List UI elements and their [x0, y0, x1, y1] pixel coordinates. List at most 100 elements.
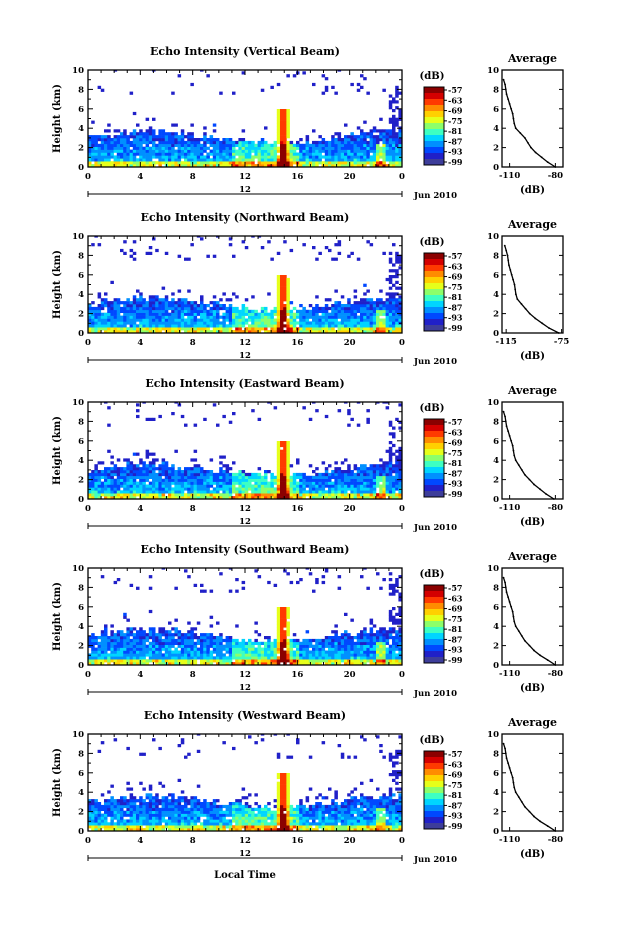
profile-y-tick-label: 6: [493, 271, 499, 281]
profile-point: [513, 620, 516, 623]
profile-x-tick-label: -110: [499, 171, 520, 181]
x-tick-label: 12: [239, 504, 251, 514]
panel-title: Echo Intensity (Northward Beam): [141, 211, 350, 224]
profile-point: [511, 112, 514, 115]
colorbar-swatch: [424, 811, 444, 818]
colorbar-swatch: [424, 609, 444, 616]
colorbar-swatch: [424, 633, 444, 640]
profile-point: [519, 132, 522, 134]
colorbar-swatch: [424, 627, 444, 634]
colorbar-swatch: [424, 461, 444, 468]
profile-x-tick-label: -110: [499, 669, 520, 679]
colorbar-swatch: [424, 467, 444, 474]
x-axis-label: Local Time: [214, 870, 276, 881]
profile-y-tick-label: 8: [493, 583, 499, 593]
colorbar-frame: [423, 86, 445, 166]
profile-point: [517, 796, 520, 798]
profile-title: Average: [507, 52, 557, 65]
y-tick-label: 6: [78, 769, 84, 779]
colorbar-tick-label: -99: [448, 821, 463, 831]
profile-point: [513, 786, 516, 789]
y-tick-label: 10: [72, 564, 84, 574]
x-tick-label: 20: [344, 670, 356, 680]
colorbar-tick-label: -75: [448, 282, 462, 292]
colorbar-swatch: [424, 775, 444, 782]
profile-y-tick-label: 0: [493, 661, 499, 671]
colorbar-swatch: [424, 319, 444, 326]
colorbar-tick-label: -57: [448, 251, 462, 261]
colorbar-swatch: [424, 597, 444, 604]
heatmap-cells: [88, 568, 402, 665]
colorbar-tick-label: -81: [448, 458, 462, 468]
x-tick-label: 20: [344, 836, 356, 846]
profile-point: [512, 278, 514, 281]
x-tick-label: 8: [190, 338, 196, 348]
profile-point: [540, 156, 543, 159]
profile-point: [508, 767, 511, 769]
colorbar-swatch: [424, 781, 444, 788]
colorbar-swatch: [424, 277, 444, 284]
profile-line: [502, 577, 556, 666]
profile-point: [510, 273, 513, 276]
colorbar-swatch: [424, 87, 444, 94]
profile-point: [524, 307, 527, 310]
colorbar-tick-label: -75: [448, 614, 462, 624]
colorbar-swatch: [424, 325, 444, 332]
y-tick-label: 6: [78, 271, 84, 281]
colorbar-swatch: [424, 787, 444, 794]
profile-x-tick-label: -110: [499, 835, 520, 845]
y-axis-label: Height (km): [52, 416, 63, 485]
y-tick-label: 0: [78, 163, 84, 173]
colorbar-swatch: [424, 313, 444, 320]
profile-point: [514, 625, 517, 628]
colorbar-swatch: [424, 135, 444, 142]
x-tick-label: 0: [85, 504, 91, 514]
colorbar-tick-label: -63: [448, 427, 463, 437]
x-tick-label: 0: [399, 338, 405, 348]
panel-title: Echo Intensity (Southward Beam): [141, 543, 350, 556]
profile-y-tick-label: 0: [493, 163, 499, 173]
colorbar-frame: [423, 252, 445, 332]
x-tick-label: 4: [137, 172, 143, 182]
x-tick-label: 8: [190, 504, 196, 514]
y-tick-label: 2: [78, 808, 84, 818]
colorbar-swatch: [424, 253, 444, 260]
profile-point: [504, 420, 507, 423]
profile-y-tick-label: 6: [493, 603, 499, 613]
colorbar-tick-label: -63: [448, 261, 463, 271]
profile-point: [508, 435, 511, 437]
profile-point: [534, 151, 537, 154]
panel-title: Echo Intensity (Vertical Beam): [150, 45, 340, 58]
colorbar-tick-label: -87: [448, 302, 462, 312]
colorbar-tick-label: -93: [448, 479, 463, 489]
colorbar-swatch: [424, 141, 444, 148]
profile-point: [514, 127, 517, 130]
y-tick-label: 0: [78, 329, 84, 339]
y-tick-label: 0: [78, 661, 84, 671]
profile-title: Average: [507, 218, 557, 231]
y-tick-label: 6: [78, 603, 84, 613]
x-tick-label: 4: [137, 338, 143, 348]
profile-frame: [501, 69, 564, 168]
colorbar-swatch: [424, 799, 444, 806]
date-label: Jun 2010: [413, 523, 457, 533]
colorbar-swatch: [424, 751, 444, 758]
x-tick-label: 20: [344, 172, 356, 182]
profile-point: [508, 103, 511, 105]
colorbar-swatch: [424, 123, 444, 130]
profile-point: [546, 825, 549, 828]
profile-point: [554, 664, 557, 666]
colorbar-tick-label: -57: [448, 85, 462, 95]
colorbar-swatch: [424, 425, 444, 432]
profile-point: [512, 449, 515, 452]
profile-point: [514, 459, 517, 462]
profile-frame: [501, 235, 564, 334]
profile-y-tick-label: 2: [493, 144, 499, 154]
profile-line: [502, 411, 555, 500]
colorbar-swatch: [424, 757, 444, 764]
y-tick-label: 6: [78, 437, 84, 447]
profile-line: [504, 245, 560, 334]
profile-point: [502, 78, 505, 81]
profile-point: [505, 425, 508, 428]
x-tick-label: 0: [399, 172, 405, 182]
